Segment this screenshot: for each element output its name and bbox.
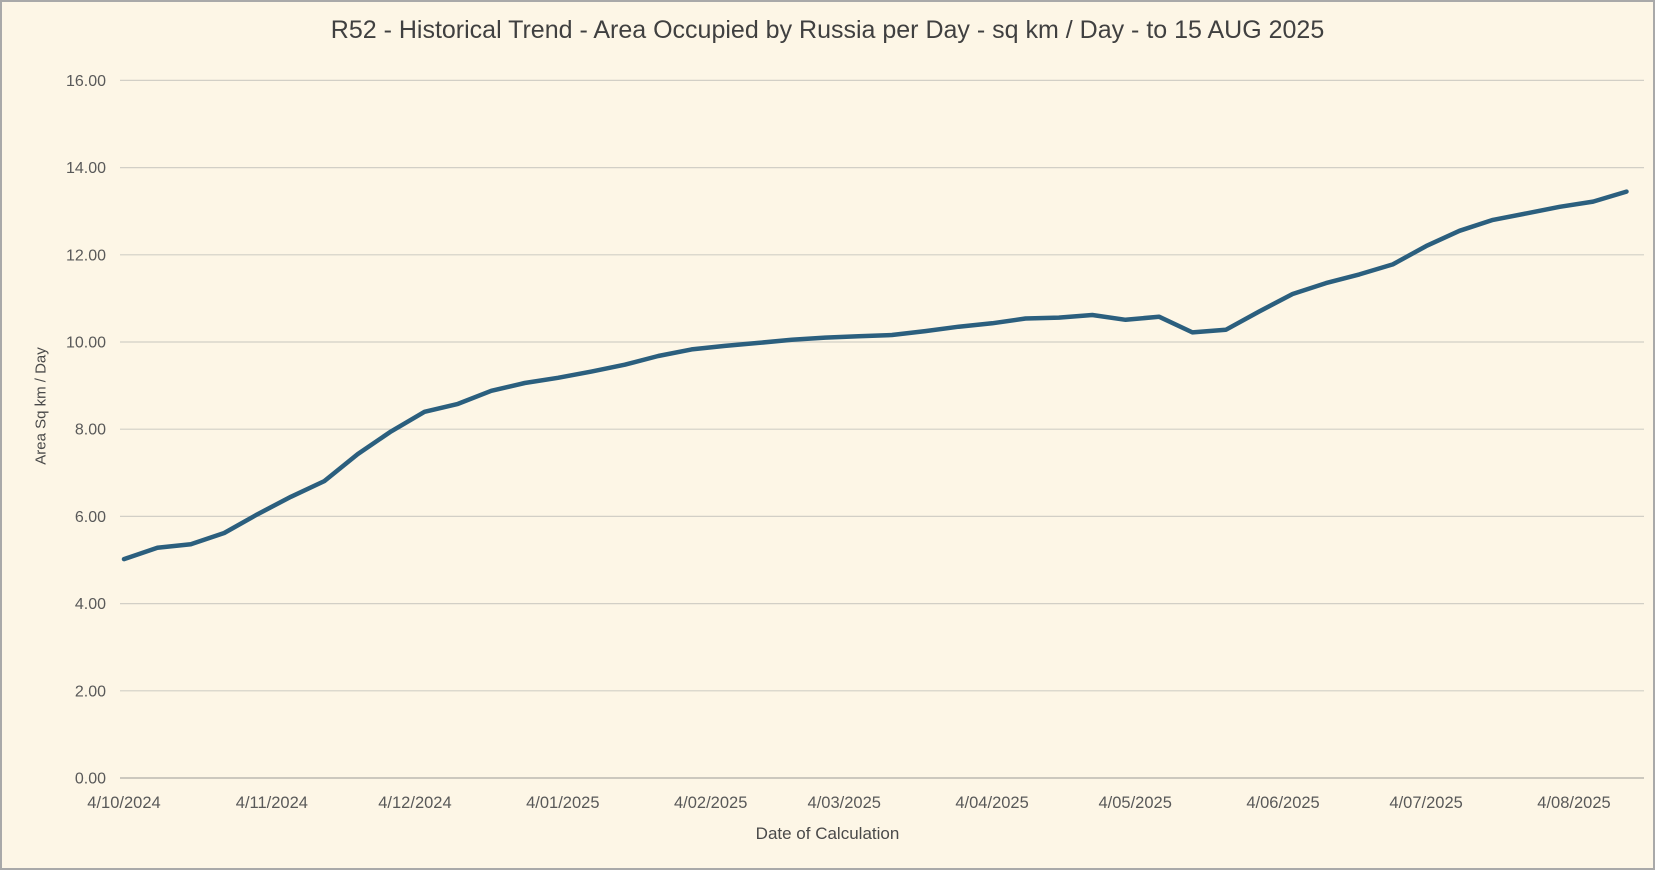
x-tick-label: 4/12/2024 bbox=[378, 794, 451, 812]
x-tick-label: 4/05/2025 bbox=[1098, 794, 1171, 812]
x-tick-label: 4/08/2025 bbox=[1537, 794, 1610, 812]
y-tick-label: 2.00 bbox=[75, 683, 106, 700]
y-tick-label: 0.00 bbox=[75, 771, 106, 788]
y-tick-label: 4.00 bbox=[75, 596, 106, 613]
x-tick-label: 4/11/2024 bbox=[236, 794, 308, 812]
x-tick-label: 4/02/2025 bbox=[674, 794, 747, 812]
x-tick-label: 4/06/2025 bbox=[1246, 794, 1319, 812]
y-axis-title: Area Sq km / Day bbox=[32, 347, 50, 465]
y-tick-label: 10.00 bbox=[66, 335, 106, 352]
x-axis-title: Date of Calculation bbox=[755, 824, 900, 843]
x-tick-label: 4/04/2025 bbox=[955, 794, 1028, 812]
y-tick-label: 6.00 bbox=[75, 509, 106, 526]
x-tick-label: 4/01/2025 bbox=[526, 794, 599, 812]
x-tick-label: 4/10/2024 bbox=[87, 794, 160, 812]
trend-line bbox=[121, 189, 1629, 562]
chart-title: R52 - Historical Trend - Area Occupied b… bbox=[330, 16, 1325, 44]
x-tick-label: 4/07/2025 bbox=[1389, 794, 1462, 812]
y-tick-label: 14.00 bbox=[66, 160, 106, 177]
y-tick-label: 12.00 bbox=[66, 247, 106, 264]
y-tick-label: 16.00 bbox=[66, 73, 106, 90]
y-tick-label: 8.00 bbox=[75, 422, 106, 439]
x-tick-label: 4/03/2025 bbox=[808, 794, 881, 812]
